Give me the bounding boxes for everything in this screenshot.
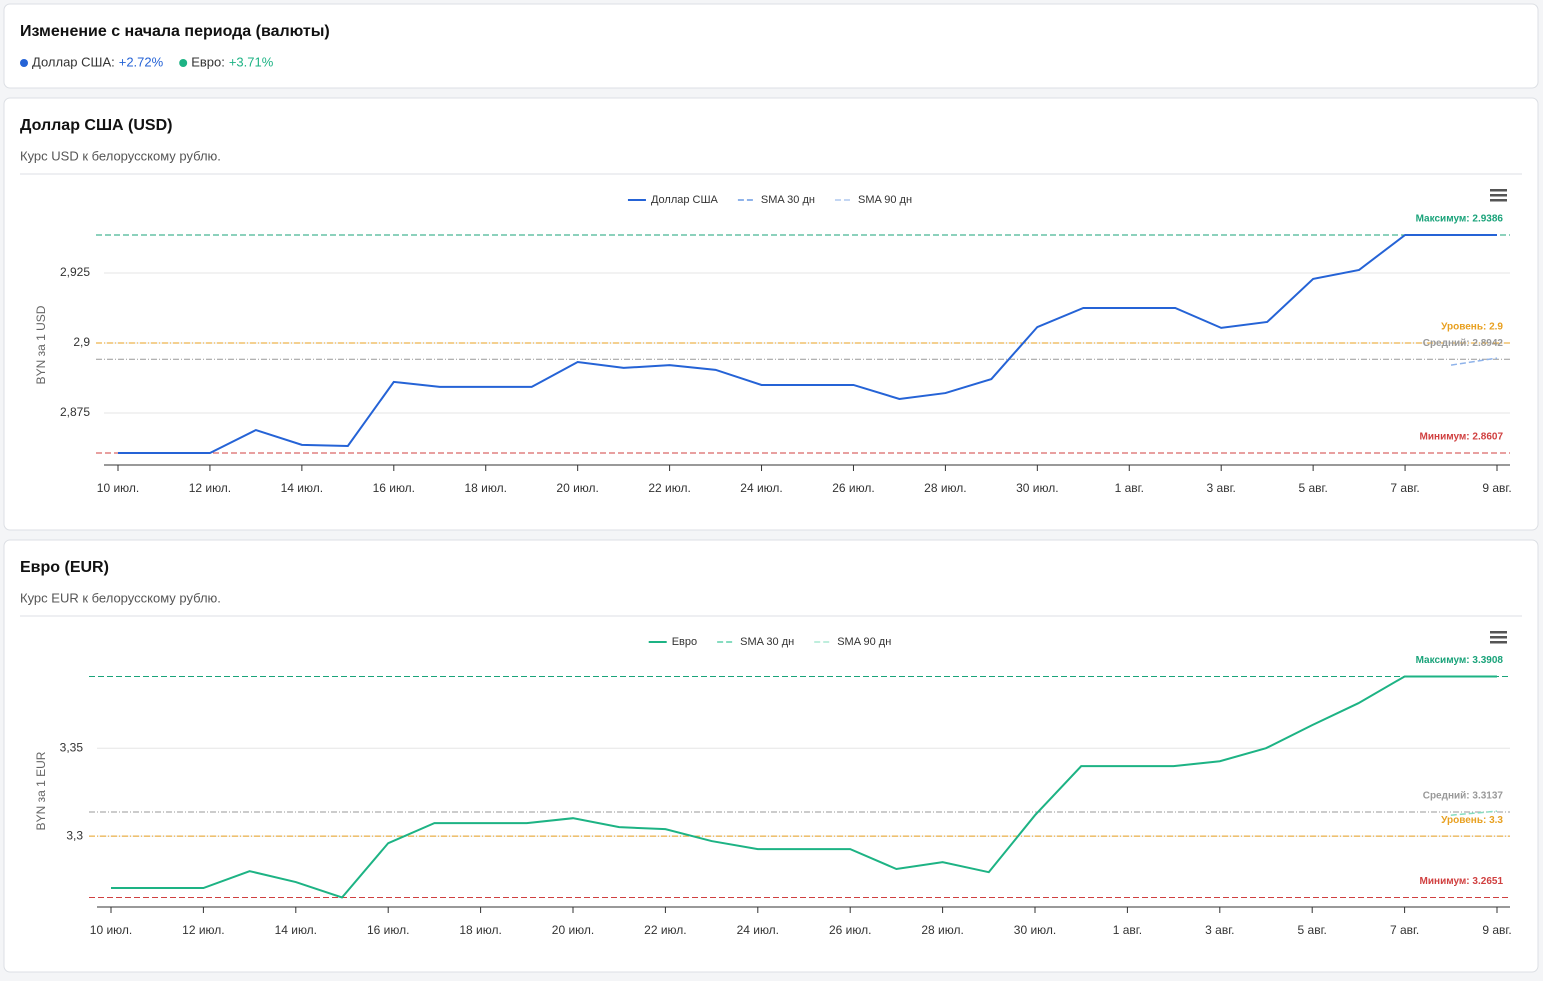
chart-title: Евро (EUR): [20, 559, 109, 576]
chart-title: Доллар США (USD): [20, 117, 172, 134]
legend-dot: [179, 59, 188, 67]
legend-label: SMA 30 дн: [761, 194, 815, 206]
series-line: [1450, 810, 1498, 816]
reference-label: Уровень: 3.3: [1441, 815, 1503, 826]
legend-dot: [20, 59, 28, 67]
legend: Доллар США SMA 30 дн SMA 90 дн: [627, 194, 912, 206]
chart-subtitle: Курс USD к белорусскому рублю.: [20, 148, 221, 163]
reference-label: Максимум: 3.3908: [1416, 655, 1504, 666]
x-tick-label: 9 авг.: [1482, 481, 1511, 495]
x-tick-label: 10 июл.: [97, 481, 139, 495]
legend-label: Евро: [672, 636, 697, 648]
chart-subtitle: Курс EUR к белорусскому рублю.: [20, 590, 221, 605]
reference-label: Средний: 2.8942: [1423, 338, 1504, 349]
x-tick-label: 16 июл.: [373, 481, 415, 495]
menu-icon-bar: [1490, 199, 1507, 202]
y-tick-label: 2,925: [60, 265, 90, 279]
x-tick-label: 20 июл.: [552, 923, 594, 937]
x-tick-label: 3 авг.: [1207, 481, 1236, 495]
series-line: [118, 233, 1497, 454]
menu-icon-bar: [1490, 194, 1507, 197]
reference-label: Уровень: 2.9: [1441, 322, 1503, 333]
legend-label: SMA 30 дн: [740, 636, 794, 648]
x-tick-label: 5 авг.: [1298, 481, 1327, 495]
x-tick-label: 22 июл.: [648, 481, 690, 495]
x-tick-label: 5 авг.: [1298, 923, 1327, 937]
series-line: [111, 675, 1497, 899]
item-name: Доллар США:: [32, 54, 115, 69]
y-tick-label: 2,9: [73, 335, 90, 349]
x-tick-label: 26 июл.: [832, 481, 874, 495]
x-tick-label: 1 авг.: [1113, 923, 1142, 937]
series-line: [1450, 357, 1498, 366]
item-change: +2.72%: [119, 54, 164, 69]
x-tick-label: 20 июл.: [556, 481, 598, 495]
x-tick-label: 9 авг.: [1482, 923, 1511, 937]
summary-title: Изменение с начала периода (валюты): [20, 23, 330, 40]
x-tick-label: 18 июл.: [464, 481, 506, 495]
x-tick-label: 28 июл.: [921, 923, 963, 937]
x-tick-label: 24 июл.: [737, 923, 779, 937]
x-tick-label: 12 июл.: [182, 923, 224, 937]
legend-label: Доллар США: [651, 194, 719, 206]
summary-card: [3, 3, 1539, 89]
x-tick-label: 24 июл.: [740, 481, 782, 495]
item-name: Евро:: [191, 54, 225, 69]
x-tick-label: 22 июл.: [644, 923, 686, 937]
reference-label: Максимум: 2.9386: [1416, 214, 1504, 225]
y-tick-label: 2,875: [60, 405, 90, 419]
item-change: +3.71%: [229, 54, 274, 69]
reference-label: Минимум: 3.2651: [1420, 876, 1504, 887]
reference-label: Минимум: 2.8607: [1420, 432, 1504, 443]
x-tick-label: 14 июл.: [275, 923, 317, 937]
menu-icon-bar: [1490, 641, 1507, 644]
x-tick-label: 30 июл.: [1016, 481, 1058, 495]
x-tick-label: 16 июл.: [367, 923, 409, 937]
legend-label: SMA 90 дн: [837, 636, 891, 648]
menu-icon-bar: [1490, 636, 1507, 639]
x-tick-label: 14 июл.: [281, 481, 323, 495]
x-tick-label: 26 июл.: [829, 923, 871, 937]
y-tick-label: 3,3: [66, 828, 83, 842]
x-tick-label: 12 июл.: [189, 481, 231, 495]
x-tick-label: 3 авг.: [1205, 923, 1234, 937]
menu-icon-bar: [1490, 631, 1507, 634]
x-tick-label: 18 июл.: [459, 923, 501, 937]
x-tick-label: 28 июл.: [924, 481, 966, 495]
legend-label: SMA 90 дн: [858, 194, 912, 206]
chart-card: [3, 539, 1539, 973]
chart-card: [3, 97, 1539, 531]
menu-icon-bar: [1490, 189, 1507, 192]
x-tick-label: 7 авг.: [1390, 481, 1419, 495]
x-tick-label: 7 авг.: [1390, 923, 1419, 937]
y-axis-label: BYN за 1 USD: [34, 305, 48, 384]
legend: Евро SMA 30 дн SMA 90 дн: [648, 636, 891, 648]
reference-label: Средний: 3.3137: [1423, 791, 1504, 802]
x-tick-label: 30 июл.: [1014, 923, 1056, 937]
y-axis-label: BYN за 1 EUR: [34, 751, 48, 830]
y-tick-label: 3,35: [60, 740, 84, 754]
x-tick-label: 10 июл.: [90, 923, 132, 937]
x-tick-label: 1 авг.: [1115, 481, 1144, 495]
